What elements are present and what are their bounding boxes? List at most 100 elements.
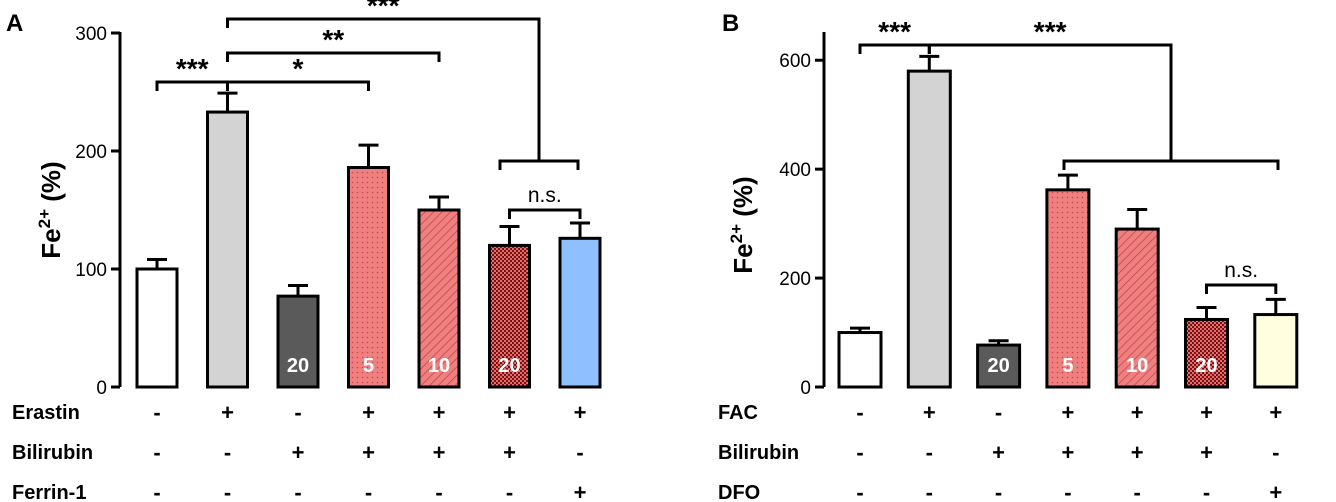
bar bbox=[347, 166, 390, 389]
y-tick-label: 300 bbox=[75, 24, 107, 45]
treatment-symbol: - bbox=[576, 440, 583, 465]
panel-letter-b: B bbox=[722, 10, 739, 37]
bar bbox=[135, 267, 179, 389]
treatment-table-a: Erastin - + - + + + + Bilirubin - - + + + + - Ferrin-1 - -… bbox=[12, 400, 586, 502]
treatment-symbol: + bbox=[1269, 480, 1282, 502]
significance-label: ** bbox=[322, 24, 344, 55]
y-axis-a: 0 100 200 300 bbox=[75, 24, 122, 399]
y-tick-label: 100 bbox=[75, 260, 107, 281]
treatment-symbol: + bbox=[574, 400, 587, 425]
treatment-symbol: - bbox=[995, 400, 1002, 425]
treatment-symbol: - bbox=[926, 480, 933, 502]
treatment-symbol: + bbox=[1131, 440, 1144, 465]
treatment-row-label: Bilirubin bbox=[12, 442, 93, 464]
treatment-symbol: - bbox=[224, 440, 231, 465]
y-tick-label: 200 bbox=[75, 142, 107, 163]
bar bbox=[417, 208, 461, 389]
significance-label: *** bbox=[1034, 16, 1067, 47]
bar bbox=[206, 110, 249, 389]
dose-label: 20 bbox=[987, 355, 1009, 377]
treatment-symbol: + bbox=[362, 440, 375, 465]
treatment-symbol: - bbox=[856, 400, 863, 425]
significance-bracket bbox=[1205, 283, 1278, 294]
bar bbox=[906, 69, 952, 389]
bars-b: 20 5 10 20 bbox=[837, 54, 1299, 389]
dose-label: 5 bbox=[1062, 355, 1073, 377]
significance-bracket bbox=[226, 80, 370, 91]
significance-brackets-a: *** ******n.s. bbox=[155, 0, 582, 219]
treatment-symbol: + bbox=[503, 400, 516, 425]
treatment-symbol: - bbox=[1064, 480, 1071, 502]
significance-label: *** bbox=[878, 16, 911, 47]
treatment-symbol: + bbox=[1131, 400, 1144, 425]
group-bracket bbox=[1062, 159, 1280, 170]
treatment-table-b: FAC - + - + + + + Bilirubin - - + + + + - DFO - - - - - - + bbox=[718, 400, 1282, 502]
treatment-symbol: + bbox=[221, 400, 234, 425]
y-tick-label: 600 bbox=[779, 51, 811, 72]
treatment-symbol: + bbox=[923, 400, 936, 425]
treatment-symbol: - bbox=[995, 480, 1002, 502]
treatment-symbol: - bbox=[926, 440, 933, 465]
bar bbox=[1184, 317, 1229, 389]
treatment-symbol: + bbox=[1200, 440, 1213, 465]
significance-brackets-b: *** *** n.s. bbox=[858, 16, 1280, 294]
bar bbox=[1114, 227, 1160, 389]
treatment-symbol: + bbox=[503, 440, 516, 465]
treatment-symbol: + bbox=[574, 480, 587, 502]
treatment-symbol: - bbox=[153, 480, 160, 502]
treatment-symbol: - bbox=[506, 480, 513, 502]
dose-label: 5 bbox=[363, 355, 374, 377]
treatment-row-label: Bilirubin bbox=[718, 442, 799, 464]
y-axis-label-a: Fe2+ (%) bbox=[35, 161, 66, 258]
treatment-symbol: - bbox=[294, 480, 301, 502]
treatment-symbol: - bbox=[1134, 480, 1141, 502]
panel-letter-a: A bbox=[6, 10, 23, 37]
treatment-symbol: - bbox=[1203, 480, 1210, 502]
significance-bracket bbox=[508, 208, 582, 219]
treatment-symbol: - bbox=[856, 480, 863, 502]
bar bbox=[1045, 188, 1091, 389]
treatment-symbol: + bbox=[1269, 400, 1282, 425]
y-tick-label: 0 bbox=[800, 378, 811, 399]
treatment-row-label: Erastin bbox=[12, 402, 80, 424]
treatment-symbol: - bbox=[856, 440, 863, 465]
significance-label: n.s. bbox=[1224, 259, 1258, 282]
treatment-symbol: - bbox=[435, 480, 442, 502]
dose-label: 20 bbox=[498, 355, 520, 377]
significance-label: n.s. bbox=[528, 184, 562, 207]
dose-label: 10 bbox=[428, 355, 450, 377]
y-axis-label-b: Fe2+ (%) bbox=[727, 176, 758, 273]
treatment-symbol: - bbox=[294, 400, 301, 425]
bars-a: 20 5 10 20 bbox=[135, 91, 602, 389]
treatment-symbol: + bbox=[362, 400, 375, 425]
treatment-row-label: DFO bbox=[718, 482, 760, 502]
bar bbox=[558, 236, 602, 389]
treatment-symbol: - bbox=[153, 440, 160, 465]
group-bracket bbox=[498, 159, 580, 170]
y-tick-label: 200 bbox=[779, 269, 811, 290]
treatment-symbol: + bbox=[433, 440, 446, 465]
significance-bracket bbox=[226, 17, 541, 161]
treatment-row-label: Ferrin-1 bbox=[12, 482, 86, 502]
y-axis-b: 0 200 400 600 bbox=[779, 32, 826, 399]
significance-bracket bbox=[927, 43, 1173, 161]
treatment-symbol: + bbox=[1061, 400, 1074, 425]
bar bbox=[837, 331, 883, 389]
y-tick-label: 0 bbox=[96, 378, 107, 399]
treatment-symbol: + bbox=[992, 440, 1005, 465]
dose-label: 20 bbox=[1195, 355, 1217, 377]
treatment-symbol: + bbox=[292, 440, 305, 465]
dose-label: 10 bbox=[1126, 355, 1148, 377]
significance-bracket bbox=[226, 51, 441, 62]
treatment-symbol: - bbox=[365, 480, 372, 502]
bar bbox=[1253, 313, 1299, 389]
significance-label: *** bbox=[367, 0, 400, 21]
significance-label: * bbox=[293, 53, 304, 84]
treatment-symbol: + bbox=[1200, 400, 1213, 425]
treatment-symbol: + bbox=[433, 400, 446, 425]
treatment-symbol: + bbox=[1061, 440, 1074, 465]
treatment-symbol: - bbox=[224, 480, 231, 502]
bar bbox=[976, 343, 1022, 389]
treatment-symbol: - bbox=[1272, 440, 1279, 465]
